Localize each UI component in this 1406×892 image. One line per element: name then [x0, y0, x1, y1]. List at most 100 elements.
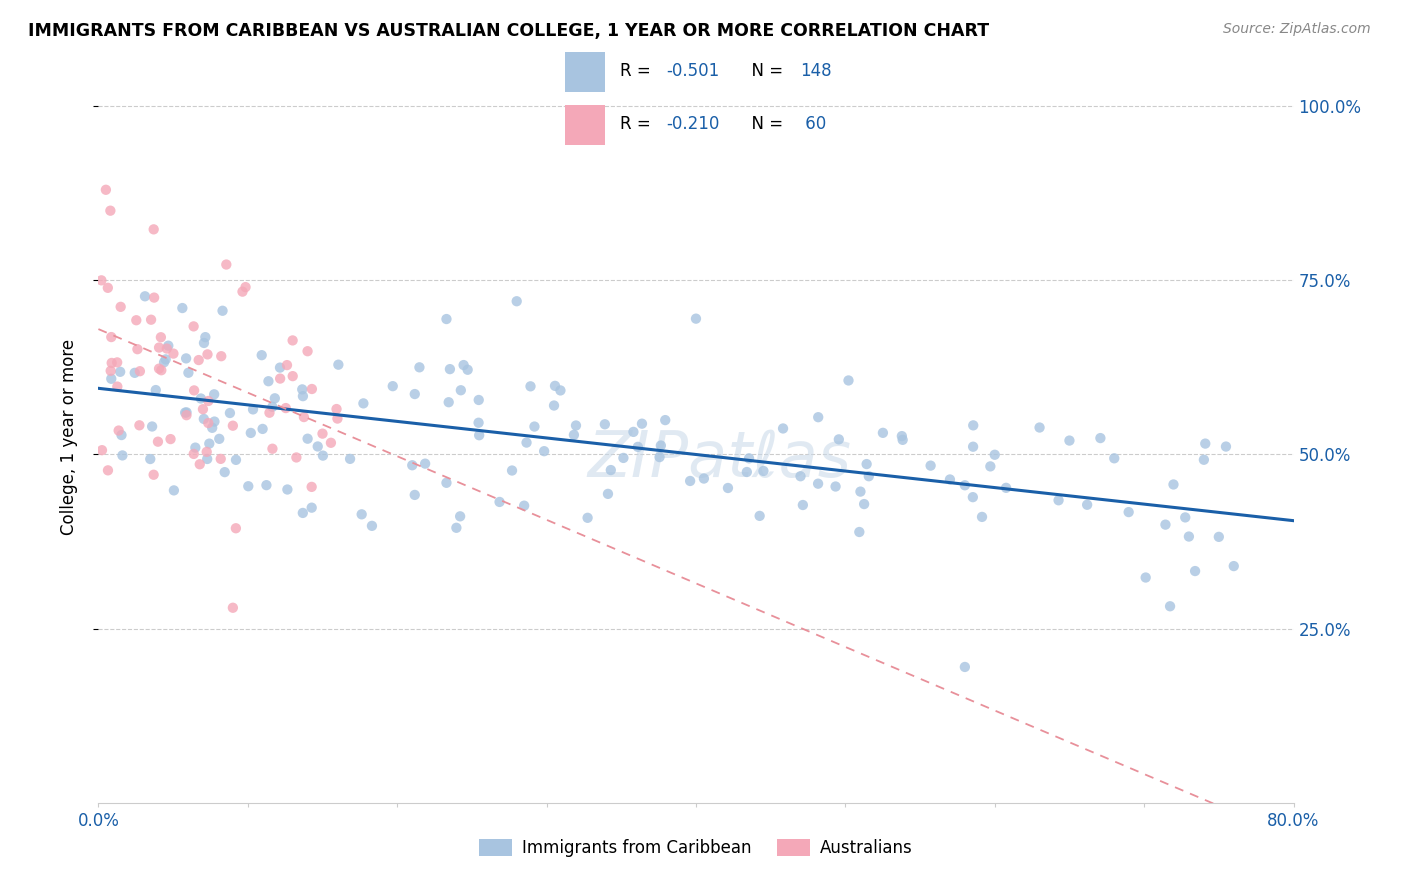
- Point: [194, 330, 217, 344]
- Point: [339, 451, 361, 466]
- Point: [108, 365, 131, 379]
- Point: [262, 400, 284, 414]
- Point: [319, 435, 342, 450]
- Point: [177, 366, 200, 380]
- Point: [450, 384, 472, 398]
- Point: [650, 438, 672, 452]
- Point: [291, 383, 314, 397]
- Point: [891, 433, 914, 447]
- Bar: [565, 105, 605, 145]
- Text: N =: N =: [741, 62, 789, 80]
- Point: [738, 451, 761, 466]
- Point: [145, 383, 167, 397]
- Point: [274, 401, 297, 415]
- Point: [105, 379, 128, 393]
- Text: N =: N =: [741, 115, 789, 134]
- Bar: [565, 52, 605, 92]
- Point: [352, 396, 374, 410]
- Point: [623, 425, 645, 439]
- Point: [297, 432, 319, 446]
- Point: [593, 417, 616, 432]
- Point: [209, 451, 232, 466]
- Point: [1104, 451, 1126, 466]
- Point: [828, 433, 851, 447]
- Point: [565, 418, 588, 433]
- Point: [91, 443, 114, 458]
- Point: [853, 497, 876, 511]
- Point: [276, 483, 298, 497]
- Point: [176, 408, 198, 422]
- Point: [436, 312, 458, 326]
- Point: [129, 364, 152, 378]
- Point: [408, 360, 430, 375]
- Point: [693, 471, 716, 485]
- Point: [105, 355, 128, 369]
- Point: [301, 382, 323, 396]
- Point: [238, 479, 260, 493]
- Point: [562, 428, 585, 442]
- Point: [1178, 529, 1201, 543]
- Point: [748, 508, 770, 523]
- Point: [162, 346, 184, 360]
- Point: [176, 405, 198, 419]
- Point: [1047, 493, 1070, 508]
- Point: [772, 421, 794, 435]
- Point: [107, 424, 129, 438]
- Legend: Immigrants from Caribbean, Australians: Immigrants from Caribbean, Australians: [472, 832, 920, 864]
- Point: [311, 426, 333, 441]
- Point: [326, 411, 349, 425]
- Point: [599, 463, 621, 477]
- Point: [837, 374, 859, 388]
- Point: [263, 392, 285, 406]
- Point: [789, 469, 811, 483]
- Point: [128, 418, 150, 433]
- Point: [576, 511, 599, 525]
- Text: -0.501: -0.501: [666, 62, 720, 80]
- Point: [468, 428, 491, 442]
- Point: [193, 335, 215, 350]
- Point: [457, 363, 479, 377]
- Point: [195, 452, 218, 467]
- Point: [792, 498, 814, 512]
- Point: [685, 311, 707, 326]
- Point: [174, 351, 197, 366]
- Point: [197, 416, 219, 430]
- Point: [1163, 477, 1185, 491]
- Point: [962, 440, 984, 454]
- Point: [523, 419, 546, 434]
- Point: [281, 334, 304, 348]
- Text: -0.210: -0.210: [666, 115, 720, 134]
- Point: [159, 432, 181, 446]
- Point: [215, 258, 238, 272]
- Point: [97, 281, 120, 295]
- Point: [1174, 510, 1197, 524]
- Point: [401, 458, 423, 473]
- Point: [612, 450, 634, 465]
- Point: [1076, 498, 1098, 512]
- Point: [413, 457, 436, 471]
- Point: [984, 448, 1007, 462]
- Point: [94, 183, 117, 197]
- Point: [1159, 599, 1181, 614]
- Point: [201, 421, 224, 435]
- Point: [184, 441, 207, 455]
- Point: [752, 464, 775, 478]
- Point: [449, 509, 471, 524]
- Point: [257, 374, 280, 388]
- Point: [501, 463, 523, 477]
- Point: [436, 475, 458, 490]
- Point: [596, 487, 619, 501]
- Point: [848, 524, 870, 539]
- Point: [404, 488, 426, 502]
- Point: [1028, 420, 1050, 434]
- Point: [254, 478, 277, 492]
- Point: [141, 419, 163, 434]
- Point: [276, 358, 298, 372]
- Text: R =: R =: [620, 115, 657, 134]
- Point: [127, 342, 149, 356]
- Point: [404, 387, 426, 401]
- Point: [1215, 440, 1237, 454]
- Point: [849, 484, 872, 499]
- Text: 148: 148: [800, 62, 831, 80]
- Point: [209, 349, 232, 363]
